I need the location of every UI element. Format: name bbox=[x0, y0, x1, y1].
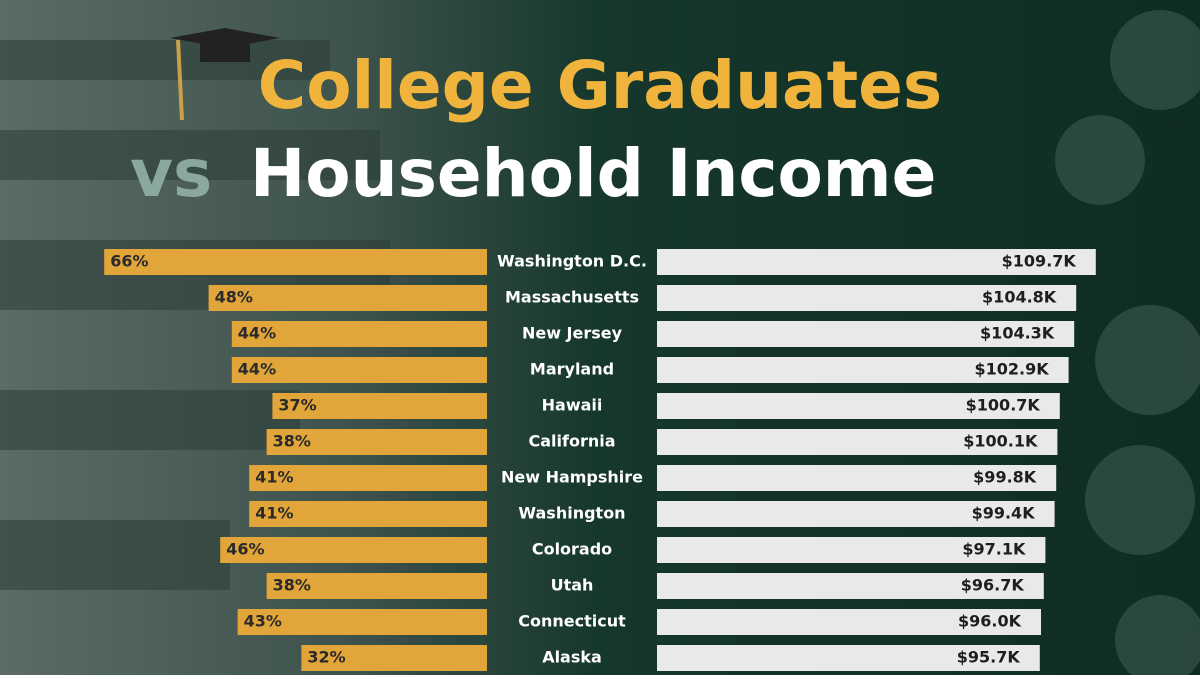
value-label: $104.3K bbox=[980, 324, 1055, 343]
bar bbox=[657, 429, 1058, 455]
bar bbox=[657, 321, 1075, 347]
bar bbox=[266, 429, 487, 455]
value-label: $100.7K bbox=[966, 396, 1041, 415]
bar bbox=[301, 645, 487, 671]
value-label: 37% bbox=[278, 396, 316, 415]
chart-subtitle: Household Income bbox=[250, 135, 936, 212]
value-label: 38% bbox=[273, 432, 311, 451]
value-label: 66% bbox=[110, 252, 148, 271]
category-label: Alaska bbox=[542, 648, 602, 667]
value-label: 32% bbox=[307, 648, 345, 667]
bar bbox=[657, 573, 1044, 599]
bar bbox=[272, 393, 487, 419]
bar bbox=[266, 573, 487, 599]
bar bbox=[657, 249, 1096, 275]
value-label: $99.4K bbox=[972, 504, 1036, 523]
value-label: $109.7K bbox=[1002, 252, 1077, 271]
value-label: $99.8K bbox=[973, 468, 1037, 487]
value-label: $104.8K bbox=[982, 288, 1057, 307]
title-prefix: vs bbox=[130, 135, 212, 212]
category-label: New Jersey bbox=[522, 324, 623, 343]
bar bbox=[657, 645, 1040, 671]
bar bbox=[657, 285, 1077, 311]
bar bbox=[657, 393, 1060, 419]
bar bbox=[104, 249, 487, 275]
value-label: $96.7K bbox=[961, 576, 1025, 595]
bar bbox=[657, 357, 1069, 383]
value-label: 41% bbox=[255, 468, 293, 487]
category-label: Utah bbox=[551, 576, 594, 595]
value-label: 41% bbox=[255, 504, 293, 523]
bar bbox=[220, 537, 487, 563]
cap-icon bbox=[170, 28, 280, 121]
bar bbox=[208, 285, 487, 311]
value-label: $96.0K bbox=[958, 612, 1022, 631]
chart-title: College Graduates bbox=[258, 47, 942, 124]
value-label: 46% bbox=[226, 540, 264, 559]
bar bbox=[249, 465, 487, 491]
value-label: $95.7K bbox=[957, 648, 1021, 667]
category-label: California bbox=[528, 432, 615, 451]
coins-decoration bbox=[1055, 10, 1200, 679]
value-label: 48% bbox=[215, 288, 253, 307]
category-label: Connecticut bbox=[518, 612, 626, 631]
bar bbox=[249, 501, 487, 527]
category-label: Hawaii bbox=[542, 396, 603, 415]
category-label: Maryland bbox=[530, 360, 614, 379]
category-label: Colorado bbox=[532, 540, 612, 559]
bar bbox=[237, 609, 487, 635]
value-label: $97.1K bbox=[962, 540, 1026, 559]
value-label: $100.1K bbox=[963, 432, 1038, 451]
value-label: 44% bbox=[238, 324, 276, 343]
value-label: 38% bbox=[273, 576, 311, 595]
bar bbox=[657, 465, 1057, 491]
bar bbox=[231, 357, 487, 383]
bar bbox=[657, 537, 1046, 563]
bar bbox=[657, 609, 1041, 635]
category-label: Washington bbox=[518, 504, 625, 523]
category-label: New Hampshire bbox=[501, 468, 643, 487]
category-label: Massachusetts bbox=[505, 288, 639, 307]
value-label: $102.9K bbox=[974, 360, 1049, 379]
bar bbox=[657, 501, 1055, 527]
value-label: 44% bbox=[238, 360, 276, 379]
category-label: Washington D.C. bbox=[497, 252, 647, 271]
value-label: 43% bbox=[244, 612, 282, 631]
bar bbox=[231, 321, 487, 347]
